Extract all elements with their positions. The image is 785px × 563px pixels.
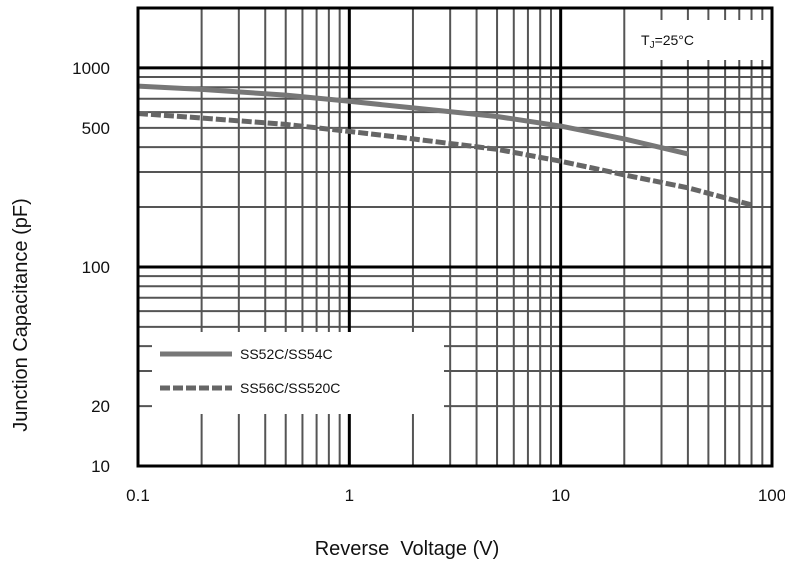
legend-label-2: SS56C/SS520C [240,380,340,396]
x-axis-title: Reverse Voltage (V) [315,538,500,560]
y-tick-labels: 10 20 100 500 1000 [72,59,110,476]
legend-box [152,332,444,414]
series-line-2 [137,111,753,208]
x-tick-label: 10 [551,486,570,505]
y-tick-label: 20 [91,397,110,416]
legend-label-1: SS52C/SS54C [240,346,333,362]
y-axis-title: Junction Capacitance (pF) [10,198,32,431]
legend: SS52C/SS54C SS56C/SS520C [152,332,444,414]
y-tick-label: 10 [91,457,110,476]
x-tick-label: 1 [345,486,354,505]
y-tick-label: 1000 [72,59,110,78]
y-tick-label: 500 [82,119,110,138]
temperature-annotation: TJ=25°C [628,20,768,60]
y-tick-label: 100 [82,258,110,277]
series-layer [137,83,753,208]
annotation-box [628,20,768,60]
plot-frame [136,6,774,468]
x-tick-labels: 0.1 1 10 100 [126,486,785,505]
annotation-text: TJ=25°C [641,32,694,51]
x-tick-label: 0.1 [126,486,150,505]
x-tick-label: 100 [758,486,785,505]
minor-grid [138,8,772,466]
